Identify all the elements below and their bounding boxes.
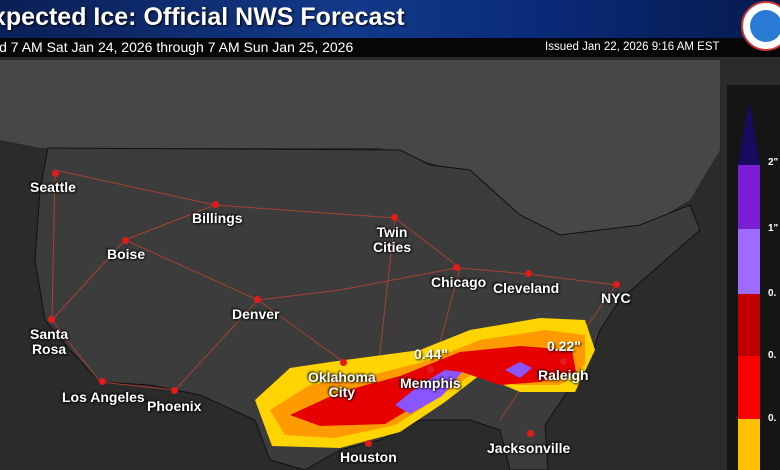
city-dot xyxy=(52,170,59,177)
legend-swatch-red xyxy=(738,356,760,419)
legend-label: 2" xyxy=(768,157,779,168)
legend-label: 0. xyxy=(768,413,777,424)
city-label-memphis: Memphis xyxy=(400,375,461,391)
city-label-houston: Houston xyxy=(340,449,397,465)
city-dot xyxy=(99,378,106,385)
legend-swatch-yellow xyxy=(738,419,760,470)
city-label-denver: Denver xyxy=(232,306,280,322)
nws-logo xyxy=(741,1,780,51)
legend-label: 0. xyxy=(768,350,777,361)
city-dot xyxy=(212,201,219,208)
legend-arrow-top xyxy=(738,100,760,165)
city-dot xyxy=(527,430,534,437)
city-label-nyc: NYC xyxy=(601,290,631,306)
map-title: xpected Ice: Official NWS Forecast xyxy=(0,3,405,31)
valid-period: id 7 AM Sat Jan 24, 2026 through 7 AM Su… xyxy=(0,39,354,55)
city-dot xyxy=(254,296,261,303)
city-dot xyxy=(453,264,460,271)
city-label-phoenix: Phoenix xyxy=(147,398,202,414)
legend-swatch-1in xyxy=(738,229,760,294)
city-dot xyxy=(613,281,620,288)
city-label-oklahoma-city: Oklahoma City xyxy=(308,369,376,400)
city-label-los-angeles: Los Angeles xyxy=(62,389,145,405)
legend-label: 0. xyxy=(768,288,777,299)
city-dot xyxy=(48,316,55,323)
city-label-jacksonville: Jacksonville xyxy=(487,440,571,456)
city-dot xyxy=(525,270,532,277)
legend-label: 1" xyxy=(768,223,779,234)
max-amount-label: 0.44" xyxy=(414,346,448,362)
issued-time: Issued Jan 22, 2026 9:16 AM EST xyxy=(545,41,720,53)
ice-accumulation-swath xyxy=(255,318,595,448)
city-dot xyxy=(391,214,398,221)
amount-label: 0.22" xyxy=(547,338,581,354)
legend-colorbar xyxy=(738,100,760,470)
city-label-twin-cities: Twin Cities xyxy=(373,224,412,255)
legend-swatch-dark-red xyxy=(738,294,760,356)
city-label-santa-rosa: Santa Rosa xyxy=(30,326,69,357)
canada-landmass xyxy=(0,60,720,240)
title-bar: xpected Ice: Official NWS Forecast xyxy=(0,0,780,38)
city-label-chicago: Chicago xyxy=(431,274,487,290)
legend-swatch-2in xyxy=(738,165,760,229)
city-label-seattle: Seattle xyxy=(30,179,76,195)
city-label-cleveland: Cleveland xyxy=(493,280,560,296)
city-label-billings: Billings xyxy=(192,210,243,226)
city-dot xyxy=(560,358,567,365)
city-dot xyxy=(122,237,129,244)
city-dot xyxy=(340,359,347,366)
city-label-raleigh: Raleigh xyxy=(538,367,589,383)
city-dot xyxy=(427,366,434,373)
subtitle-bar xyxy=(0,38,780,57)
city-label-boise: Boise xyxy=(107,246,146,262)
city-dot xyxy=(365,440,372,447)
city-dot xyxy=(171,387,178,394)
